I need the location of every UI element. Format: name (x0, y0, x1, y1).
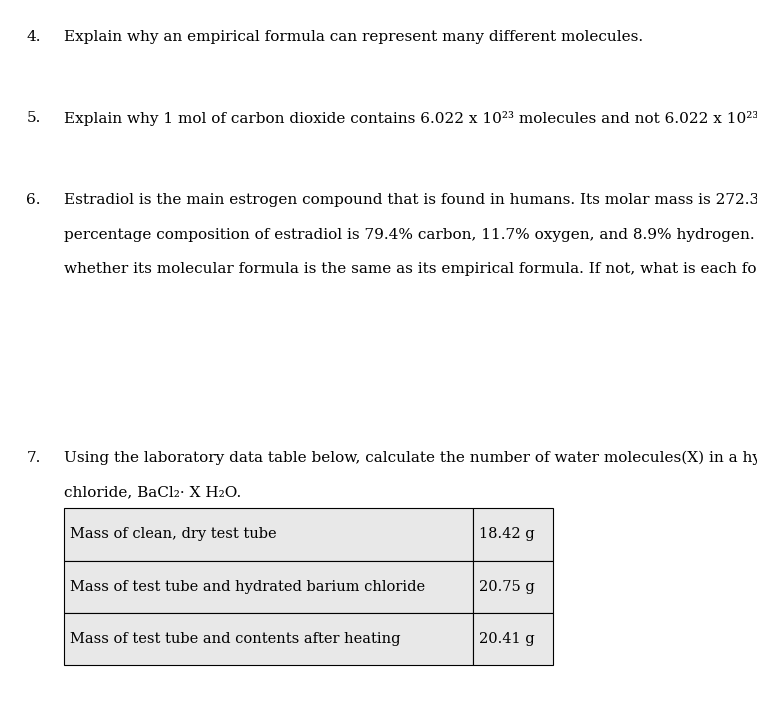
Text: 20.41 g: 20.41 g (479, 632, 534, 646)
Text: 4.: 4. (26, 30, 41, 44)
Text: Explain why 1 mol of carbon dioxide contains 6.022 x 10²³ molecules and not 6.02: Explain why 1 mol of carbon dioxide cont… (64, 111, 757, 126)
FancyBboxPatch shape (473, 508, 553, 561)
Text: 20.75 g: 20.75 g (479, 580, 535, 594)
Text: Mass of test tube and hydrated barium chloride: Mass of test tube and hydrated barium ch… (70, 580, 425, 594)
Text: 18.42 g: 18.42 g (479, 528, 534, 541)
Text: Explain why an empirical formula can represent many different molecules.: Explain why an empirical formula can rep… (64, 30, 643, 44)
FancyBboxPatch shape (64, 561, 473, 613)
FancyBboxPatch shape (473, 561, 553, 613)
Text: 6.: 6. (26, 193, 41, 208)
FancyBboxPatch shape (64, 508, 473, 561)
Text: Mass of clean, dry test tube: Mass of clean, dry test tube (70, 528, 277, 541)
Text: Estradiol is the main estrogen compound that is found in humans. Its molar mass : Estradiol is the main estrogen compound … (64, 193, 757, 208)
Text: whether its molecular formula is the same as its empirical formula. If not, what: whether its molecular formula is the sam… (64, 262, 757, 276)
Text: Mass of test tube and contents after heating: Mass of test tube and contents after hea… (70, 632, 401, 646)
Text: chloride, BaCl₂· X H₂O.: chloride, BaCl₂· X H₂O. (64, 485, 241, 500)
Text: Using the laboratory data table below, calculate the number of water molecules(X: Using the laboratory data table below, c… (64, 451, 757, 465)
FancyBboxPatch shape (473, 613, 553, 665)
Text: percentage composition of estradiol is 79.4% carbon, 11.7% oxygen, and 8.9% hydr: percentage composition of estradiol is 7… (64, 228, 757, 242)
Text: 7.: 7. (26, 451, 41, 465)
Text: 5.: 5. (26, 111, 41, 125)
FancyBboxPatch shape (64, 613, 473, 665)
